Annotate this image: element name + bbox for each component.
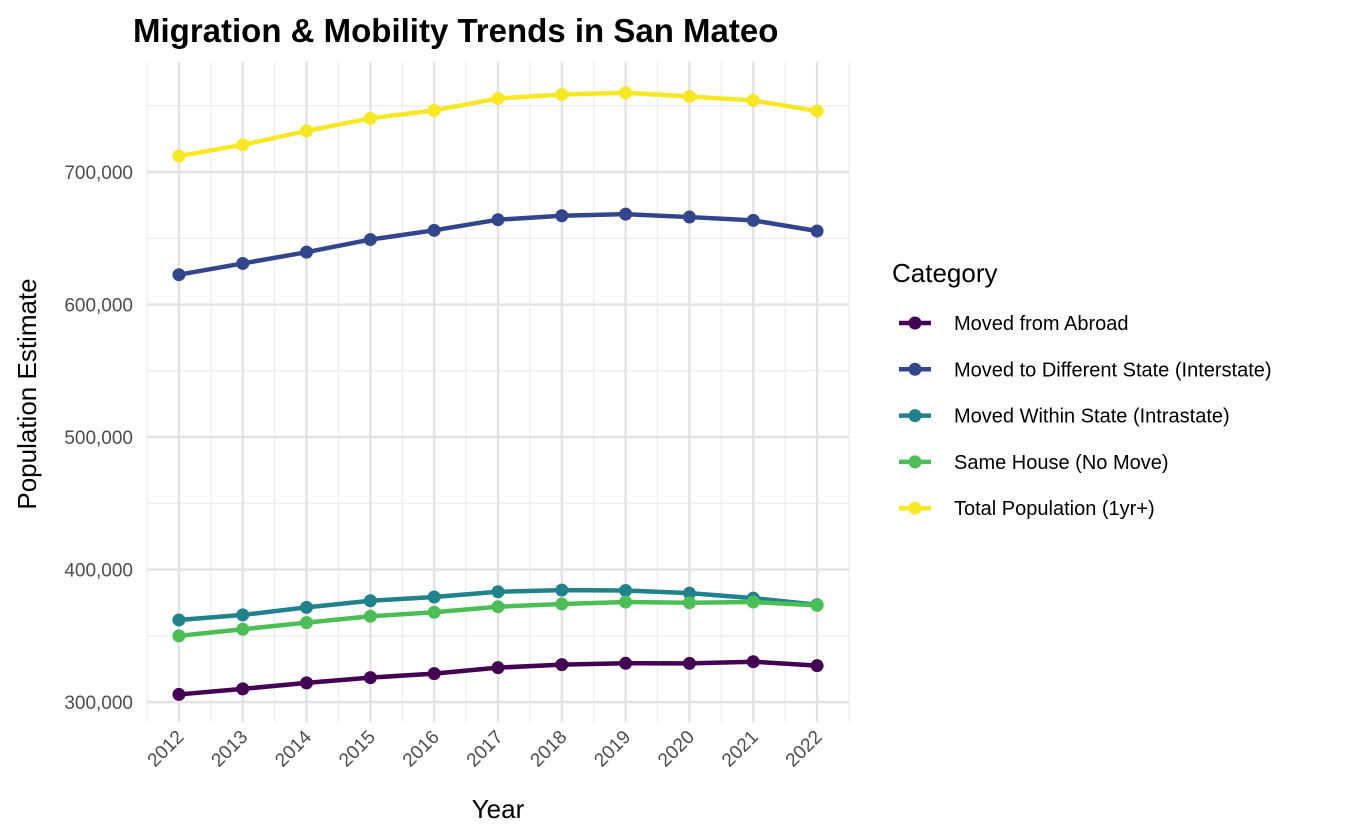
legend-key-point bbox=[908, 362, 922, 376]
x-tick-label: 2022 bbox=[782, 727, 827, 772]
legend-key-point bbox=[908, 409, 922, 423]
data-point bbox=[555, 87, 569, 101]
legend-item: Total Population (1yr+) bbox=[899, 498, 1155, 520]
y-tick-label: 400,000 bbox=[64, 561, 133, 582]
data-point bbox=[363, 594, 377, 608]
x-axis-title: Year bbox=[472, 794, 525, 824]
data-point bbox=[363, 609, 377, 623]
legend-key-point bbox=[908, 501, 922, 515]
x-tick-label: 2021 bbox=[718, 727, 763, 772]
data-point bbox=[746, 93, 760, 107]
data-point bbox=[427, 590, 441, 604]
data-point bbox=[555, 597, 569, 611]
data-point bbox=[810, 659, 824, 673]
data-point bbox=[555, 583, 569, 597]
series-moved-from-abroad bbox=[172, 655, 824, 701]
data-point bbox=[810, 598, 824, 612]
data-point bbox=[300, 245, 314, 259]
data-point bbox=[363, 671, 377, 685]
data-point bbox=[491, 585, 505, 599]
legend-label: Same House (No Move) bbox=[954, 452, 1169, 474]
x-tick-label: 2013 bbox=[208, 727, 253, 772]
legend-items: Moved from Abroad Moved to Different Stat… bbox=[899, 313, 1272, 520]
data-point bbox=[300, 616, 314, 630]
data-point bbox=[363, 111, 377, 125]
data-point bbox=[682, 596, 696, 610]
legend-key-point bbox=[908, 316, 922, 330]
data-point bbox=[236, 682, 250, 696]
legend-label: Moved to Different State (Interstate) bbox=[954, 359, 1272, 381]
y-tick-label: 500,000 bbox=[64, 428, 133, 449]
data-point bbox=[236, 622, 250, 636]
chart-title: Migration & Mobility Trends in San Mateo bbox=[133, 12, 778, 49]
data-point bbox=[300, 600, 314, 614]
x-tick-label: 2020 bbox=[654, 727, 699, 772]
data-point bbox=[810, 224, 824, 238]
y-axis-title: Population Estimate bbox=[12, 278, 42, 509]
data-point bbox=[682, 586, 696, 600]
x-tick-label: 2017 bbox=[463, 727, 508, 772]
legend-label: Total Population (1yr+) bbox=[954, 498, 1155, 520]
data-point bbox=[363, 233, 377, 247]
data-point bbox=[172, 629, 186, 643]
legend-item: Same House (No Move) bbox=[899, 452, 1169, 474]
legend-label: Moved from Abroad bbox=[954, 313, 1129, 335]
grid-major bbox=[147, 62, 849, 722]
data-point bbox=[682, 656, 696, 670]
data-point bbox=[172, 687, 186, 701]
data-point bbox=[491, 213, 505, 227]
x-tick-label: 2019 bbox=[590, 727, 635, 772]
data-point bbox=[427, 667, 441, 681]
data-point bbox=[746, 655, 760, 669]
y-tick-label: 300,000 bbox=[64, 693, 133, 714]
x-tick-label: 2018 bbox=[527, 727, 572, 772]
legend: Category Moved from Abroad Moved to Diffe… bbox=[892, 258, 1272, 520]
data-point bbox=[172, 613, 186, 627]
data-point bbox=[746, 213, 760, 227]
legend-item: Moved from Abroad bbox=[899, 313, 1129, 335]
data-point bbox=[619, 595, 633, 609]
data-point bbox=[619, 584, 633, 598]
x-tick-label: 2015 bbox=[335, 727, 380, 772]
legend-item: Moved to Different State (Interstate) bbox=[899, 359, 1272, 381]
x-tick-label: 2012 bbox=[144, 727, 189, 772]
x-tick-label: 2014 bbox=[271, 726, 316, 771]
data-point bbox=[682, 210, 696, 224]
y-tick-label: 600,000 bbox=[64, 296, 133, 317]
legend-title: Category bbox=[892, 258, 998, 288]
data-point bbox=[555, 658, 569, 672]
data-point bbox=[300, 124, 314, 138]
series-same-house-no-move bbox=[172, 595, 824, 643]
series-moved-to-different-state-interstate bbox=[172, 207, 824, 282]
data-point bbox=[236, 138, 250, 152]
data-point bbox=[491, 91, 505, 105]
legend-key-point bbox=[908, 455, 922, 469]
data-point bbox=[172, 268, 186, 282]
data-point bbox=[427, 605, 441, 619]
data-point bbox=[746, 595, 760, 609]
data-point bbox=[619, 86, 633, 100]
data-point bbox=[619, 207, 633, 221]
y-axis-ticks: 300,000 400,000 500,000 600,000 700,000 bbox=[64, 163, 133, 714]
data-point bbox=[810, 104, 824, 118]
data-point bbox=[300, 676, 314, 690]
x-axis-ticks: 2012 2013 2014 2015 2016 2017 2018 2019 2020 2021… bbox=[144, 726, 827, 771]
data-point bbox=[236, 256, 250, 270]
data-point bbox=[682, 89, 696, 103]
series-total-population-1yr bbox=[172, 86, 824, 163]
data-point bbox=[236, 608, 250, 622]
data-point bbox=[619, 656, 633, 670]
legend-item: Moved Within State (Intrastate) bbox=[899, 406, 1230, 428]
series-layer bbox=[172, 86, 824, 701]
data-point bbox=[427, 103, 441, 117]
data-point bbox=[491, 600, 505, 614]
x-tick-label: 2016 bbox=[399, 727, 444, 772]
data-point bbox=[491, 661, 505, 675]
data-point bbox=[555, 209, 569, 223]
legend-label: Moved Within State (Intrastate) bbox=[954, 406, 1230, 428]
data-point bbox=[172, 149, 186, 163]
data-point bbox=[427, 223, 441, 237]
y-tick-label: 700,000 bbox=[64, 163, 133, 184]
